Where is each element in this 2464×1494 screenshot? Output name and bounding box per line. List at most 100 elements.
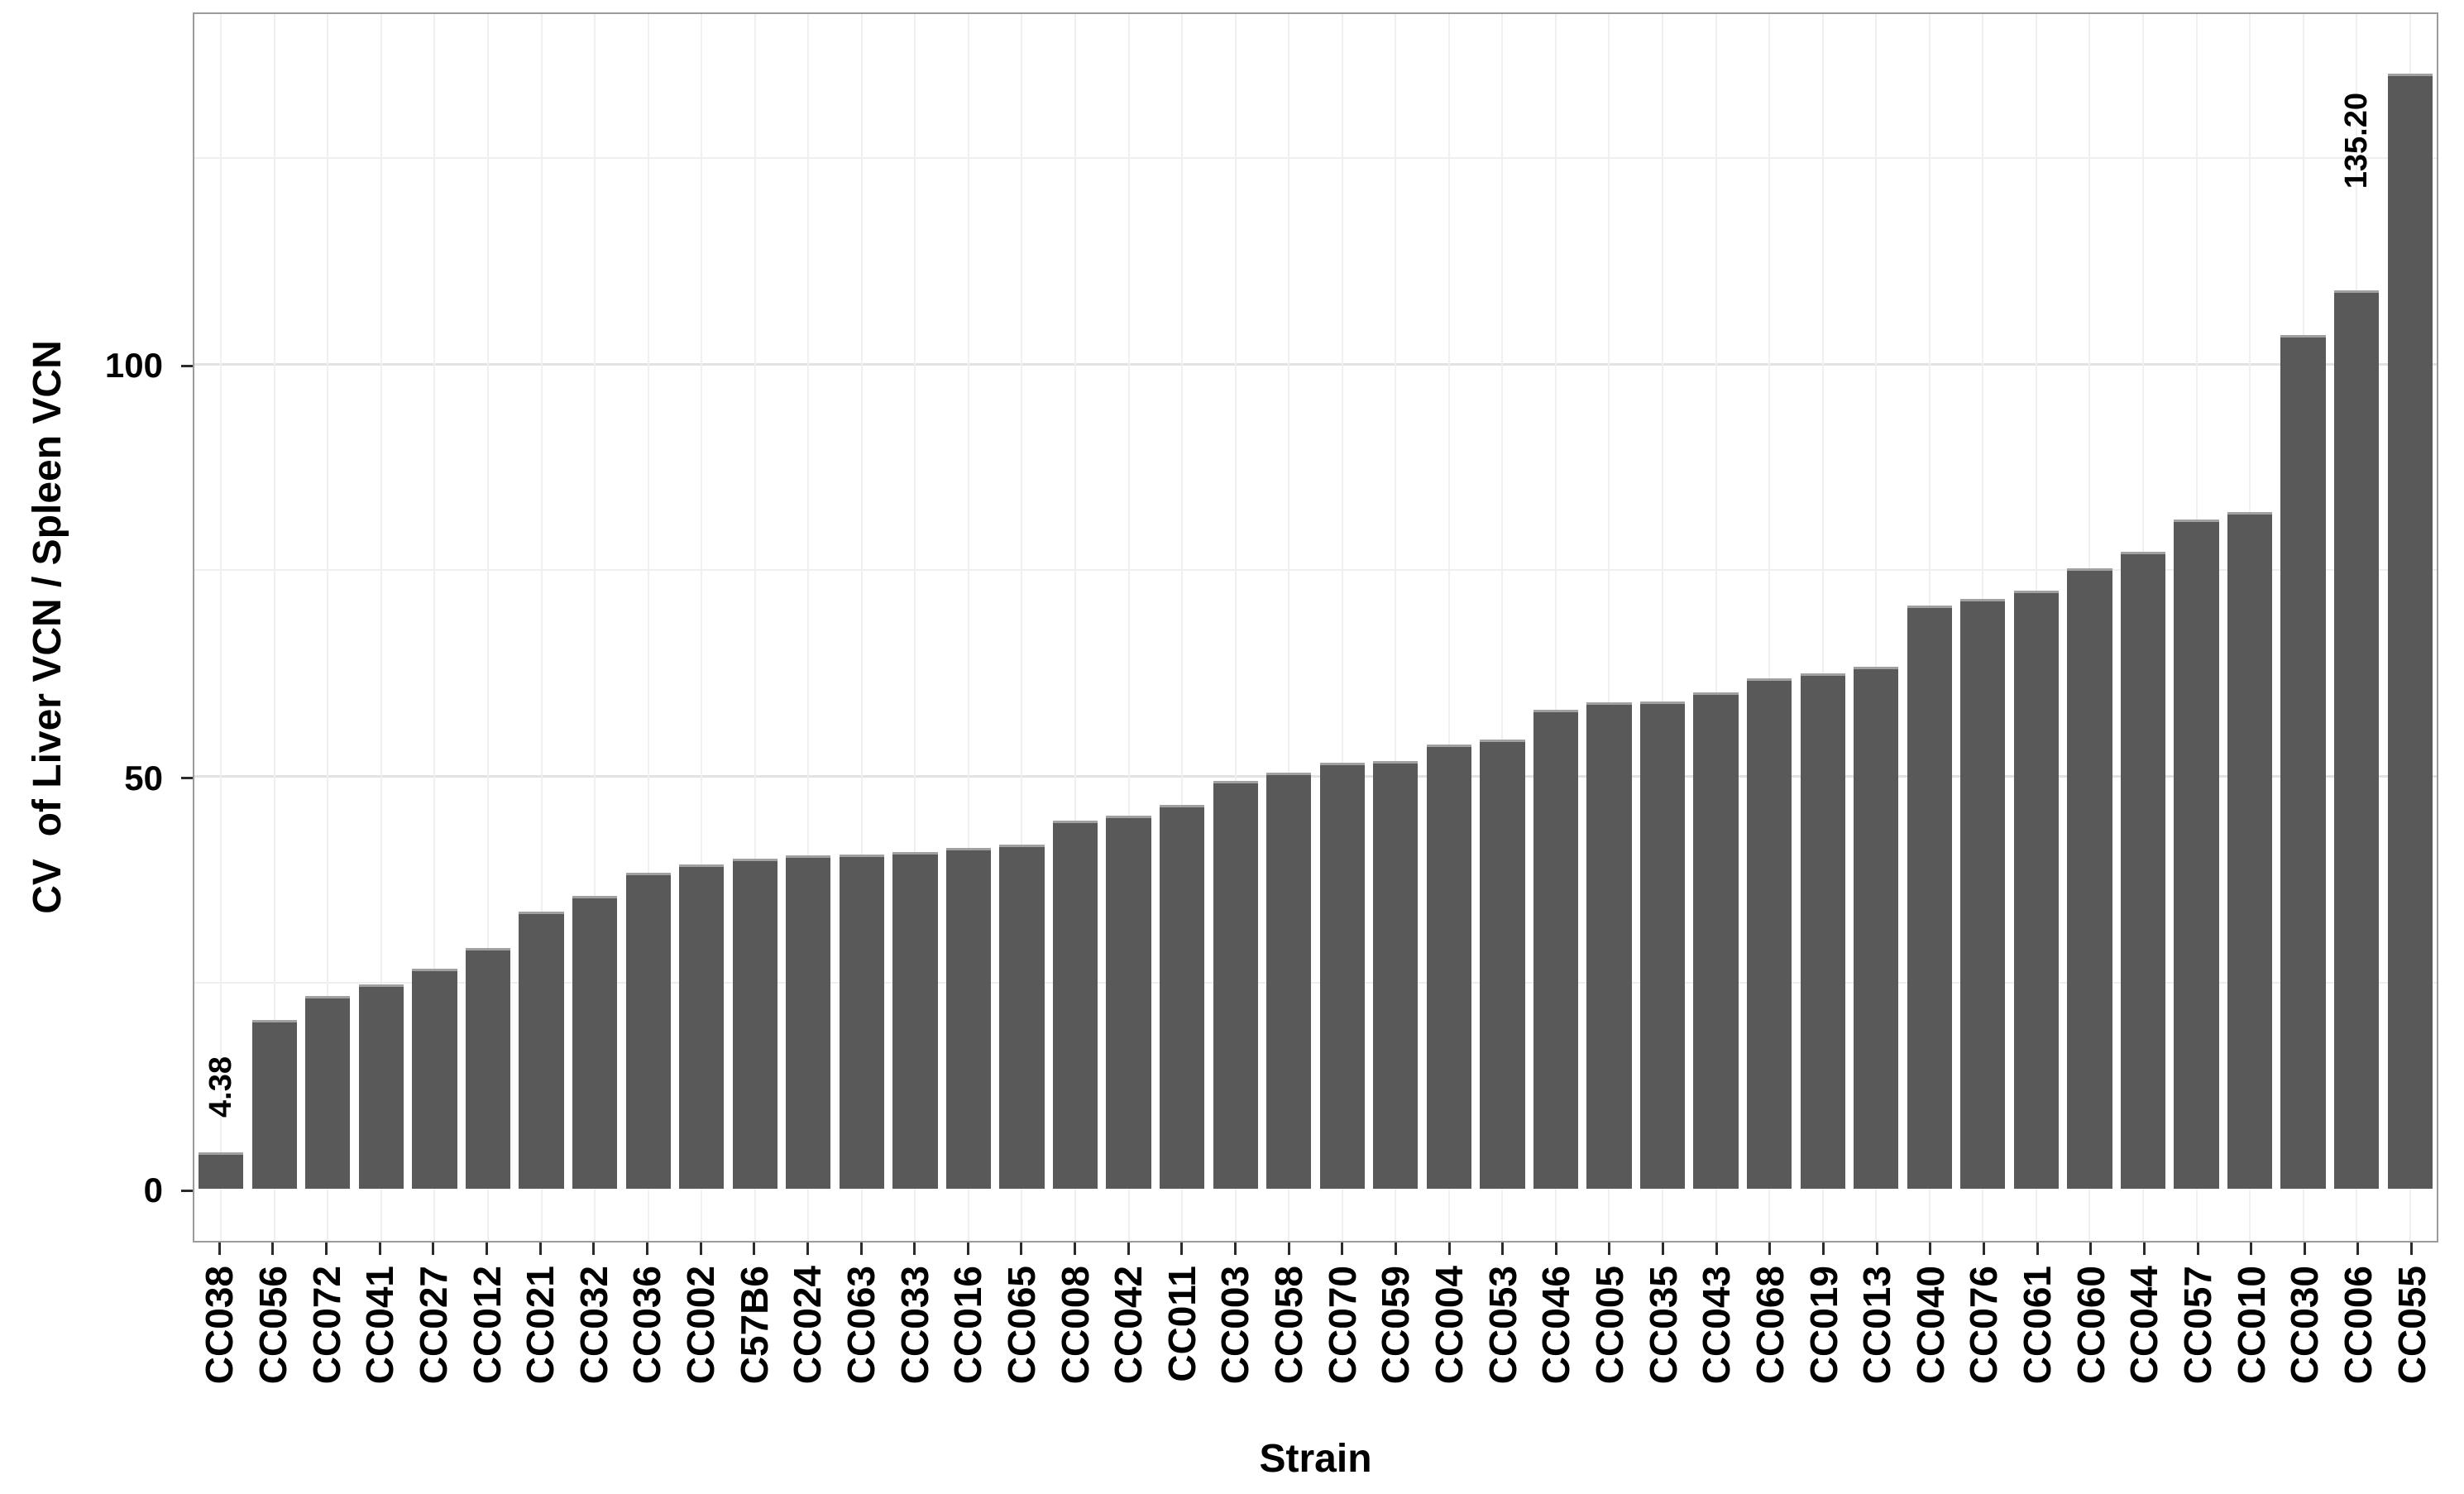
bar-column-CC042 (1102, 14, 1155, 1241)
x-tick-label-CC016: CC016 (946, 1266, 990, 1385)
bar-CC046 (1533, 709, 1579, 1189)
x-tick-mark-CC044 (2142, 1243, 2146, 1255)
bar-column-CC010 (2223, 14, 2277, 1241)
x-tick-mark-CC042 (1127, 1243, 1130, 1255)
x-tick-label-CC006: CC006 (2336, 1266, 2380, 1385)
x-tick-cell (1583, 1243, 1637, 1256)
x-label-cell: CC038 (193, 1266, 246, 1431)
bar-column-CC059 (1369, 14, 1423, 1241)
x-tick-label-CC030: CC030 (2283, 1266, 2327, 1385)
x-axis-title: Strain (1259, 1437, 1372, 1481)
bar-CC016 (945, 848, 992, 1189)
bar-CC010 (2227, 512, 2273, 1189)
x-tick-mark-CC040 (1929, 1243, 1932, 1255)
x-label-cell: CC004 (1423, 1266, 1476, 1431)
x-tick-cell (2171, 1243, 2225, 1256)
x-tick-cell (2385, 1243, 2438, 1256)
bar-CC019 (1800, 673, 1845, 1189)
bar-column-CC055: 135.20 (2339, 14, 2437, 1241)
x-label-cell: CC030 (2278, 1266, 2332, 1431)
gridline-vertical (1554, 14, 1557, 1241)
x-tick-mark-CC060 (2089, 1243, 2093, 1255)
bar-column-CC057 (2170, 14, 2223, 1241)
bar-column-CC019 (1796, 14, 1849, 1241)
x-tick-cell (1315, 1243, 1369, 1256)
bar-CC055 (2387, 74, 2433, 1189)
x-tick-label-CC027: CC027 (411, 1266, 455, 1385)
x-tick-label-CC068: CC068 (1748, 1266, 1792, 1385)
x-tick-cell (2332, 1243, 2385, 1256)
x-tick-cell (2117, 1243, 2171, 1256)
gridline-minor-y75 (194, 569, 2437, 572)
y-tick-label-100: 100 (104, 346, 163, 385)
gridline-vertical (1021, 14, 1023, 1241)
bars-container: 4.38 135.20 (194, 14, 2437, 1241)
x-label-cell: CC043 (1690, 1266, 1744, 1431)
bar-CC012 (465, 947, 511, 1189)
x-tick-mark-CC041 (378, 1243, 381, 1255)
x-label-cell: CC019 (1797, 1266, 1850, 1431)
x-tick-cell (1797, 1243, 1850, 1256)
bar-column-CC070 (1315, 14, 1369, 1241)
x-label-cell: CC003 (1208, 1266, 1262, 1431)
x-tick-label-CC035: CC035 (1641, 1266, 1685, 1385)
bar-column-CC060 (2063, 14, 2117, 1241)
bar-value-label-CC038: 4.38 (203, 1056, 239, 1118)
x-tick-cell (1423, 1243, 1476, 1256)
x-label-cell: CC012 (460, 1266, 514, 1431)
x-tick-label-CC003: CC003 (1213, 1266, 1257, 1385)
bar-column-CC021 (514, 14, 568, 1241)
x-tick-mark-CC005 (1608, 1243, 1611, 1255)
x-tick-label-CC053: CC053 (1481, 1266, 1524, 1385)
bar-column-CC006 (2330, 14, 2384, 1241)
x-tick-label-CC058: CC058 (1267, 1266, 1311, 1385)
gridline-vertical (1341, 14, 1343, 1241)
x-tick-mark-CC032 (592, 1243, 596, 1255)
x-tick-mark-CC033 (913, 1243, 916, 1255)
x-tick-mark-CC008 (1074, 1243, 1077, 1255)
x-label-cell: CC010 (2224, 1266, 2278, 1431)
x-tick-mark-CC061 (2036, 1243, 2039, 1255)
x-label-cell: CC021 (514, 1266, 567, 1431)
gridline-major-y50 (194, 775, 2437, 778)
y-axis: CV of Liver VCN / Spleen VCN 0 50 100 (0, 0, 193, 1494)
bar-CC063 (839, 855, 884, 1189)
bar-column-CC063 (835, 14, 889, 1241)
x-tick-cell (1529, 1243, 1583, 1256)
gridline-vertical (1768, 14, 1771, 1241)
bar-value-label-CC055: 135.20 (2338, 92, 2374, 189)
x-tick-label-CC036: CC036 (625, 1266, 669, 1385)
x-tick-label-CC046: CC046 (1534, 1266, 1578, 1385)
bar-CC008 (1052, 821, 1098, 1189)
bar-CC041 (358, 984, 404, 1189)
gridline-vertical (1234, 14, 1237, 1241)
x-tick-label-CC004: CC004 (1428, 1266, 1471, 1385)
x-tick-cell (2011, 1243, 2064, 1256)
x-tick-label-CC065: CC065 (999, 1266, 1043, 1385)
x-label-cell: CC063 (835, 1266, 888, 1431)
x-tick-label-CC008: CC008 (1053, 1266, 1097, 1385)
x-tick-label-CC043: CC043 (1695, 1266, 1739, 1385)
x-tick-mark-CC030 (2303, 1243, 2306, 1255)
bar-column-CC032 (568, 14, 622, 1241)
bar-column-CC013 (1849, 14, 1903, 1241)
x-tick-cell (620, 1243, 674, 1256)
x-label-cell: CC011 (1155, 1266, 1209, 1431)
x-tick-label-CC044: CC044 (2122, 1266, 2166, 1385)
gridline-vertical (540, 14, 543, 1241)
x-tick-mark-CC024 (806, 1243, 809, 1255)
x-tick-mark-CC010 (2250, 1243, 2253, 1255)
plot-panel: 4.38 135.20 (193, 12, 2438, 1243)
x-label-cell: CC070 (1315, 1266, 1369, 1431)
bar-CC065 (999, 845, 1045, 1189)
x-tick-cell (995, 1243, 1049, 1256)
x-label-cell: CC058 (1262, 1266, 1316, 1431)
x-tick-mark-CC046 (1554, 1243, 1557, 1255)
bar-column-CC053 (1476, 14, 1529, 1241)
x-label-cell: CC016 (941, 1266, 995, 1431)
x-label-cell: C57B6 (727, 1266, 781, 1431)
x-label-cell: CC055 (2385, 1266, 2438, 1431)
x-tick-cell (727, 1243, 781, 1256)
bar-column-CC065 (995, 14, 1049, 1241)
x-tick-mark-CC065 (1020, 1243, 1023, 1255)
